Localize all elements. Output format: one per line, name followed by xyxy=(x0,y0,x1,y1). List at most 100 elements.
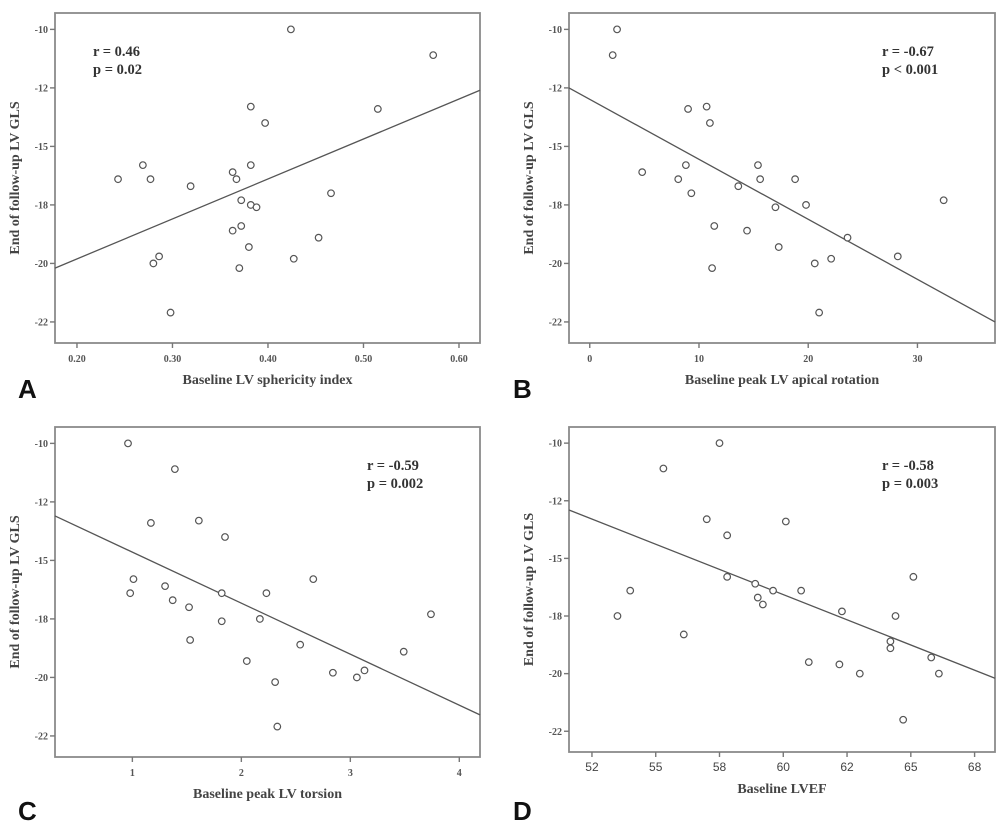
x-tick-label: 52 xyxy=(585,760,599,774)
data-point xyxy=(702,515,711,524)
y-tick-label: -22 xyxy=(549,317,562,328)
correlation-r: r = -0.67 xyxy=(882,44,934,60)
y-tick-label: -18 xyxy=(35,614,48,625)
panel-c: -10 -12 -15 -18 -20 -22 1 2 3 4 Baseline peak LV t… xyxy=(8,426,481,826)
panel-letter: C xyxy=(18,796,37,826)
data-point xyxy=(427,610,435,619)
x-tick-label: 65 xyxy=(904,760,918,774)
regression-line xyxy=(54,515,481,716)
data-point xyxy=(743,226,751,235)
panel-b: -10 -12 -15 -18 -20 -22 0 10 20 30 Baseline peak L… xyxy=(513,12,996,404)
data-point xyxy=(155,252,164,261)
data-point xyxy=(827,254,836,263)
data-point xyxy=(613,25,621,34)
data-point xyxy=(802,201,810,209)
data-point xyxy=(659,464,668,473)
y-tick-label: -15 xyxy=(35,556,48,567)
y-tick-label: -18 xyxy=(35,200,48,211)
data-point xyxy=(255,615,264,623)
data-point xyxy=(399,647,408,656)
data-point xyxy=(608,51,617,60)
x-tick-label: 0.20 xyxy=(68,354,86,365)
data-point xyxy=(638,168,647,177)
y-tick-label: -20 xyxy=(549,259,562,270)
data-point xyxy=(909,572,918,581)
data-point xyxy=(893,252,902,261)
data-point xyxy=(186,182,195,191)
data-point xyxy=(934,669,943,678)
data-point xyxy=(126,589,135,598)
data-point xyxy=(751,579,760,588)
data-point xyxy=(781,517,790,526)
data-point xyxy=(242,657,251,665)
x-tick-label: 0.30 xyxy=(164,354,182,365)
data-point xyxy=(684,105,692,113)
data-point xyxy=(626,586,635,595)
correlation-p: p = 0.003 xyxy=(882,476,938,492)
x-tick-label: 0.60 xyxy=(450,354,468,365)
data-point xyxy=(886,637,895,646)
data-point xyxy=(734,182,743,191)
data-point xyxy=(228,226,237,235)
x-tick-label: 1 xyxy=(130,768,135,779)
data-point xyxy=(706,119,714,127)
x-tick-label: 0.50 xyxy=(355,354,373,365)
panel-letter: A xyxy=(18,374,37,404)
data-point xyxy=(217,589,226,598)
panel-letter: D xyxy=(513,796,532,826)
y-tick-label: -12 xyxy=(35,497,48,508)
x-tick-label: 4 xyxy=(457,768,462,779)
y-tick-label: -22 xyxy=(35,317,48,328)
data-point xyxy=(754,161,762,170)
panel-a: -10 -12 -15 -18 -20 -22 0.20 0.30 0.40 0.50 0.60 Ba… xyxy=(8,12,481,404)
y-axis-title: End of follow-up LV GLS xyxy=(522,513,537,666)
y-tick-label: -10 xyxy=(35,439,48,450)
data-point xyxy=(373,105,382,113)
x-tick-label: 55 xyxy=(649,760,663,774)
data-point xyxy=(261,119,270,127)
data-point xyxy=(838,607,846,616)
y-tick-label: -15 xyxy=(549,142,562,153)
x-tick-label: 0.40 xyxy=(259,354,277,365)
data-point xyxy=(939,196,948,205)
data-point xyxy=(309,575,318,584)
data-point xyxy=(252,203,261,212)
x-tick-label: 30 xyxy=(912,354,922,365)
correlation-r: r = -0.59 xyxy=(367,458,419,474)
y-tick-label: -12 xyxy=(35,83,48,94)
data-point xyxy=(289,254,298,263)
data-point xyxy=(314,233,323,242)
panel-d: -10 -12 -15 -18 -20 -22 52 55 58 60 62 65 68 Baseline… xyxy=(513,426,996,826)
data-point xyxy=(702,102,711,111)
data-point xyxy=(613,612,622,620)
data-point xyxy=(237,196,246,205)
panel-letter: B xyxy=(513,374,532,404)
data-point xyxy=(170,465,179,474)
data-point xyxy=(429,51,438,60)
y-tick-label: -18 xyxy=(549,200,562,211)
y-tick-label: -10 xyxy=(549,439,562,450)
x-tick-label: 62 xyxy=(840,760,854,774)
data-point xyxy=(804,658,813,667)
y-tick-label: -10 xyxy=(35,25,48,36)
x-tick-label: 58 xyxy=(713,760,727,774)
data-point xyxy=(835,660,844,669)
data-point xyxy=(124,439,132,448)
data-point xyxy=(886,644,895,653)
y-tick-label: -22 xyxy=(35,731,48,742)
data-point xyxy=(360,666,369,675)
y-tick-label: -12 xyxy=(549,83,562,94)
data-point xyxy=(244,243,253,251)
x-tick-label: 3 xyxy=(348,768,353,779)
data-point xyxy=(129,575,138,584)
data-point xyxy=(723,572,732,581)
data-point xyxy=(771,203,780,212)
data-point xyxy=(114,175,122,184)
data-point xyxy=(149,259,158,268)
data-point xyxy=(327,189,335,198)
data-point xyxy=(194,516,203,525)
y-tick-label: -12 xyxy=(549,496,562,507)
data-point xyxy=(217,617,226,626)
data-point xyxy=(237,222,246,230)
